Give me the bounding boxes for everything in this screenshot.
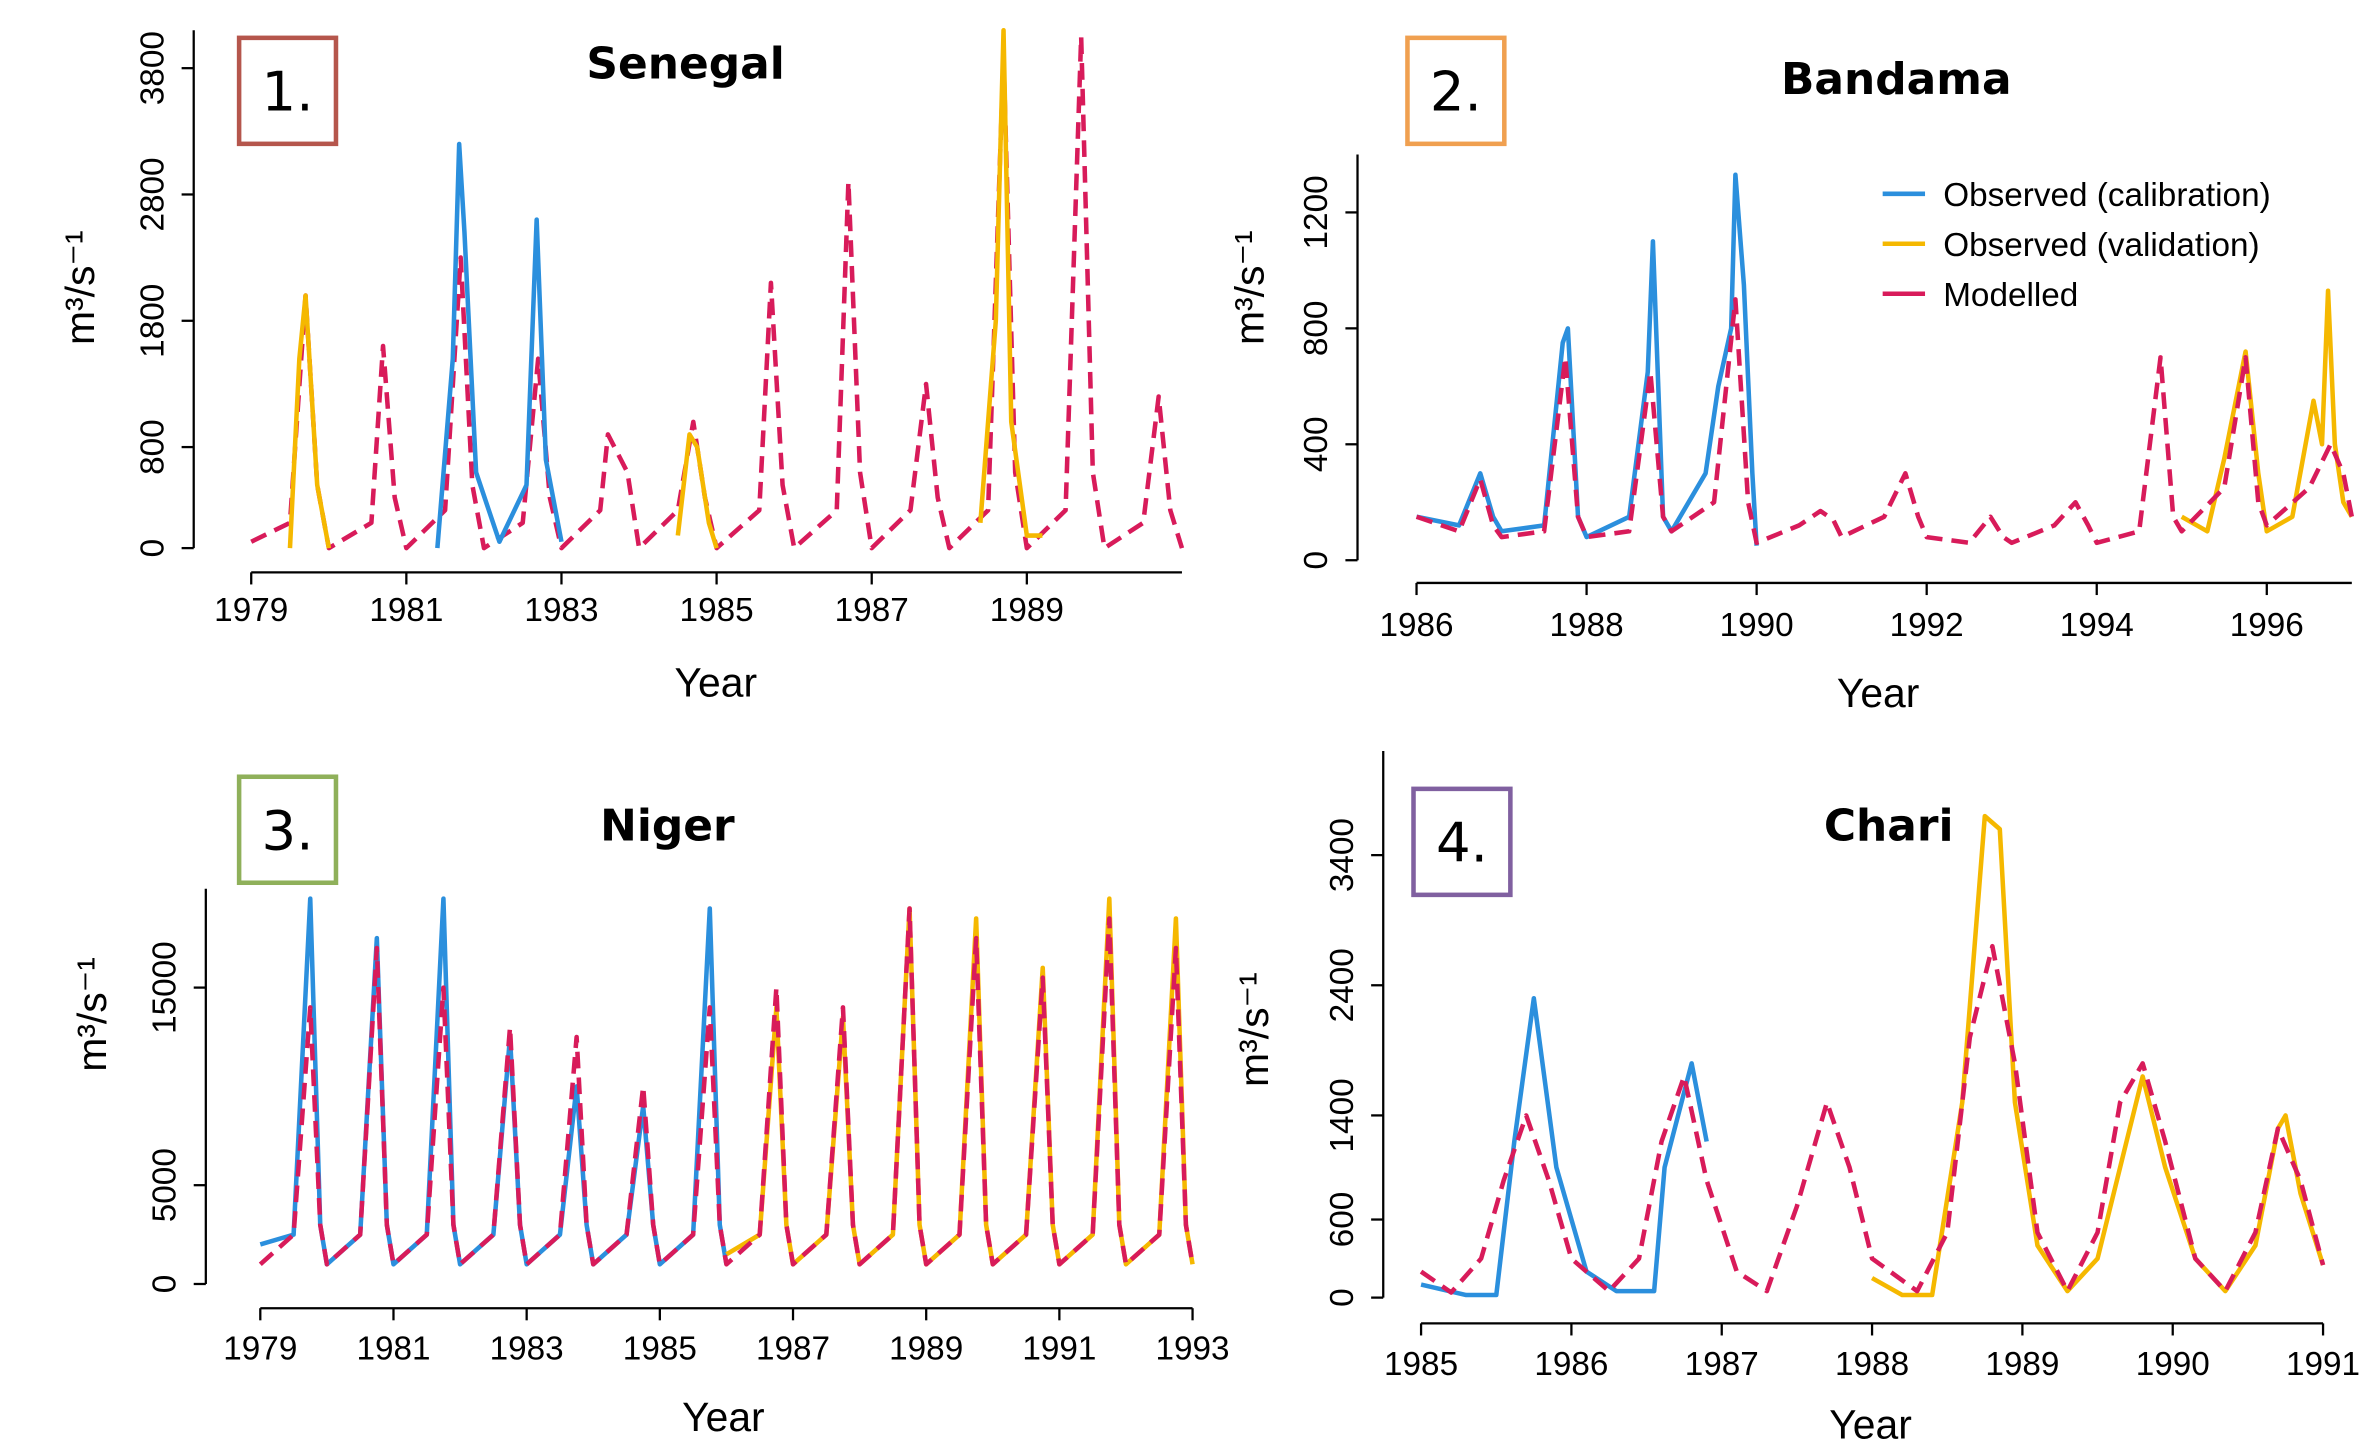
panel: 3. Niger m³/s⁻¹ Year 0 5000 15000 1979 1981 1983 1… (69, 774, 1230, 1440)
y-tick-label: 600 (1324, 1192, 1361, 1248)
x-axis-label: Year (682, 1394, 765, 1440)
panel-label: 4. (1436, 811, 1488, 875)
y-tick-label: 1200 (1298, 175, 1335, 249)
x-tick-label: 1979 (223, 1331, 297, 1368)
legend-label: Observed (validation) (1943, 227, 2259, 264)
series-line (250, 34, 1185, 551)
series-line (1415, 297, 2355, 546)
x-tick-label: 1989 (990, 592, 1064, 629)
panel-label-box (1405, 35, 1507, 147)
y-tick-label: 800 (1298, 301, 1335, 357)
x-tick-label: 1981 (356, 1331, 430, 1368)
x-tick-label: 1989 (1985, 1346, 2059, 1383)
y-tick-label: 0 (1324, 1288, 1361, 1307)
series-line (978, 28, 1043, 538)
x-tick-label: 1991 (1022, 1331, 1096, 1368)
x-tick-label: 1986 (1534, 1346, 1608, 1383)
y-tick-label: 2400 (1324, 948, 1361, 1022)
x-tick-label: 1988 (1550, 607, 1624, 644)
y-tick-label: 15000 (147, 941, 184, 1034)
y-tick-label: 0 (147, 1275, 184, 1294)
x-tick-label: 1986 (1380, 607, 1454, 644)
series-line (258, 906, 1195, 1267)
y-tick-label: 1800 (134, 284, 171, 358)
y-axis-label: m³/s⁻¹ (1227, 230, 1273, 345)
x-tick-label: 1990 (1720, 607, 1794, 644)
series-line (1420, 995, 1709, 1298)
x-tick-label: 1991 (2286, 1346, 2360, 1383)
x-tick-label: 1985 (623, 1331, 697, 1368)
x-axis-label: Year (1837, 670, 1920, 716)
panel: 2. Bandama m³/s⁻¹ Year 0 400 800 1200 1986 1988 19… (1227, 35, 2355, 716)
panel-label-box (1411, 786, 1513, 898)
x-tick-label: 1985 (1384, 1346, 1458, 1383)
x-tick-label: 1985 (680, 592, 754, 629)
x-tick-label: 1979 (214, 592, 288, 629)
series-line (1416, 172, 1759, 546)
series-line (1870, 813, 2326, 1298)
chart-title: Niger (600, 800, 735, 851)
y-tick-label: 2800 (134, 157, 171, 231)
chart-title: Chari (1824, 800, 1954, 851)
y-tick-label: 0 (1298, 551, 1335, 570)
panel-label-box (236, 774, 339, 886)
panel: 1. Senegal m³/s⁻¹ Year 0 800 1800 2800 3800 1979 1… (57, 28, 1185, 706)
series-line (287, 293, 332, 549)
y-tick-label: 3800 (134, 31, 171, 105)
x-tick-label: 1983 (524, 592, 598, 629)
panel-label: 3. (262, 798, 314, 862)
x-tick-label: 1992 (1890, 607, 1964, 644)
y-tick-label: 400 (1298, 417, 1335, 473)
x-tick-label: 1988 (1835, 1346, 1909, 1383)
panel-label: 1. (262, 60, 314, 124)
y-tick-label: 0 (134, 539, 171, 558)
x-tick-label: 1981 (369, 592, 443, 629)
series-line (1419, 943, 2326, 1295)
y-axis-label: m³/s⁻¹ (69, 957, 115, 1072)
y-axis-label: m³/s⁻¹ (57, 230, 103, 345)
legend-label: Observed (calibration) (1943, 177, 2270, 214)
x-axis-label: Year (675, 659, 758, 705)
chart-title: Bandama (1781, 54, 2012, 105)
x-tick-label: 1993 (1156, 1331, 1230, 1368)
x-tick-label: 1983 (490, 1331, 564, 1368)
panel-label-box (236, 35, 339, 147)
x-tick-label: 1989 (889, 1331, 963, 1368)
y-axis-label: m³/s⁻¹ (1231, 972, 1277, 1087)
series-line (2180, 288, 2354, 534)
x-tick-label: 1987 (1685, 1346, 1759, 1383)
panel: 4. Chari m³/s⁻¹ Year 0 600 1400 2400 3400 1985 198… (1231, 751, 2360, 1446)
x-tick-label: 1994 (2060, 607, 2134, 644)
x-tick-label: 1996 (2230, 607, 2304, 644)
panel-label: 2. (1430, 60, 1482, 124)
y-tick-label: 1400 (1324, 1078, 1361, 1152)
y-tick-label: 5000 (147, 1148, 184, 1222)
series-line (675, 432, 719, 549)
x-tick-label: 1987 (835, 592, 909, 629)
x-tick-label: 1987 (756, 1331, 830, 1368)
legend-label: Modelled (1943, 277, 2078, 314)
y-tick-label: 800 (134, 419, 171, 475)
chart-title: Senegal (586, 39, 784, 90)
x-tick-label: 1990 (2136, 1346, 2210, 1383)
series-line (435, 141, 564, 549)
x-axis-label: Year (1829, 1401, 1912, 1446)
y-tick-label: 3400 (1324, 818, 1361, 892)
